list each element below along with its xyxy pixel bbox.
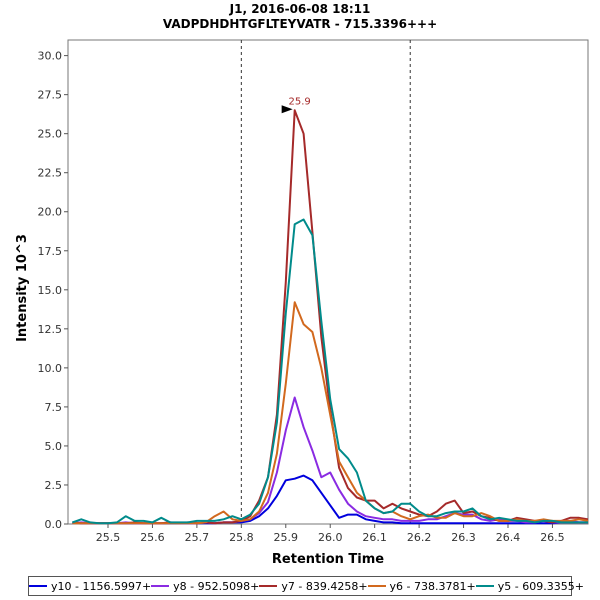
- chart-subtitle: VADPDHDHTGFLTEYVATR - 715.3396+++: [162, 17, 438, 31]
- y-tick-label: 25.0: [38, 128, 63, 141]
- y-tick-label: 5.0: [45, 440, 63, 453]
- x-tick-label: 26.2: [407, 531, 432, 544]
- peak-label: 25.9: [289, 96, 311, 107]
- legend-swatch: [259, 585, 278, 587]
- legend-label: y10 - 1156.5997+: [51, 579, 152, 593]
- y-tick-label: 10.0: [38, 362, 63, 375]
- x-tick-label: 26.4: [496, 531, 521, 544]
- x-tick-label: 25.7: [185, 531, 210, 544]
- chart-title-block: J1, 2016-06-08 18:11 VADPDHDHTGFLTEYVATR…: [0, 2, 600, 32]
- legend: y10 - 1156.5997+ y8 - 952.5098+ y7 - 839.4…: [28, 576, 584, 596]
- y-tick-label: 2.5: [45, 479, 63, 492]
- legend-label: y7 - 839.4258+: [281, 579, 368, 593]
- legend-swatch: [29, 585, 47, 587]
- chart-title: J1, 2016-06-08 18:11: [229, 2, 371, 16]
- legend-item: y7 - 839.4258+: [259, 579, 368, 593]
- x-tick-label: 26.3: [451, 531, 476, 544]
- y-tick-label: 27.5: [38, 89, 63, 102]
- legend-label: y8 - 952.5098+: [173, 579, 260, 593]
- peak-marker: [281, 105, 293, 114]
- x-tick-label: 25.5: [96, 531, 121, 544]
- y-tick-label: 17.5: [38, 245, 63, 258]
- legend-item: y6 - 738.3781+: [367, 579, 476, 593]
- y-tick-label: 15.0: [38, 284, 63, 297]
- y-tick-label: 0.0: [45, 518, 63, 531]
- legend-swatch: [475, 585, 494, 587]
- legend-item: y10 - 1156.5997+: [29, 580, 151, 593]
- y-tick-label: 20.0: [38, 206, 63, 219]
- y-axis-label: Intensity 10^3: [15, 234, 30, 342]
- legend-item: y8 - 952.5098+: [151, 580, 259, 593]
- y-tick-label: 12.5: [38, 323, 63, 336]
- legend-label: y6 - 738.3781+: [389, 579, 476, 593]
- legend-swatch: [367, 585, 386, 587]
- series-line: [72, 301, 589, 525]
- y-tick-label: 30.0: [38, 50, 63, 63]
- x-tick-label: 26.1: [362, 531, 387, 544]
- x-axis-label: Retention Time: [272, 552, 384, 567]
- legend-label: y5 - 609.3355+: [497, 579, 584, 593]
- y-tick-label: 7.5: [45, 401, 63, 414]
- x-tick-label: 25.8: [229, 531, 254, 544]
- x-tick-label: 25.9: [274, 531, 299, 544]
- x-tick-label: 25.6: [140, 531, 165, 544]
- x-tick-label: 26.5: [540, 531, 565, 544]
- legend-swatch: [151, 585, 170, 587]
- x-tick-label: 26.0: [318, 531, 343, 544]
- series-line: [72, 218, 588, 525]
- plot-area: [67, 39, 589, 525]
- y-tick-label: 22.5: [38, 167, 63, 180]
- legend-item: y5 - 609.3355+: [475, 579, 584, 593]
